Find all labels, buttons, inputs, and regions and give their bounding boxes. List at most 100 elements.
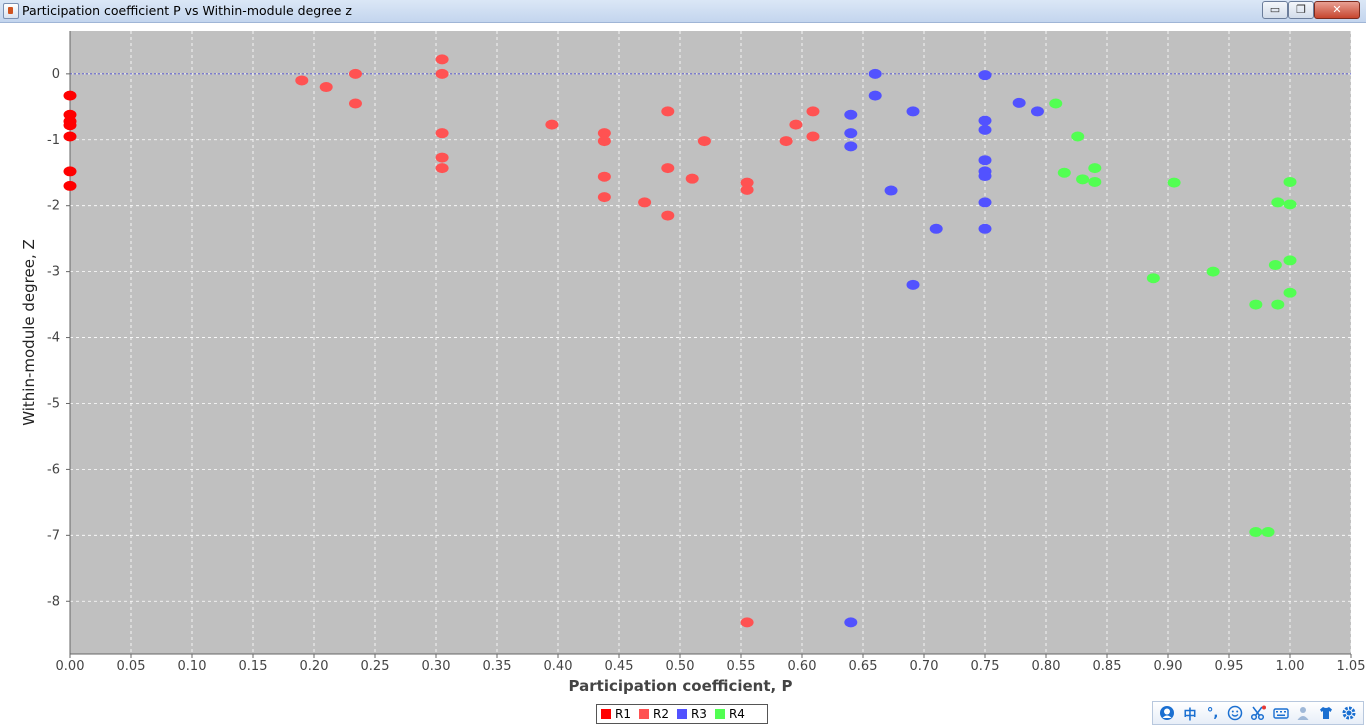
x-tick-label: 0.15 bbox=[239, 659, 268, 674]
data-point-r3 bbox=[978, 70, 992, 81]
data-point-r2 bbox=[806, 131, 820, 142]
data-point-r2 bbox=[435, 68, 449, 79]
legend-swatch bbox=[601, 709, 611, 719]
data-point-r3 bbox=[978, 115, 992, 126]
data-point-r2 bbox=[661, 163, 675, 174]
data-point-r3 bbox=[978, 197, 992, 208]
data-point-r3 bbox=[844, 128, 858, 139]
data-point-r4 bbox=[1283, 287, 1297, 298]
plot-area bbox=[70, 31, 1351, 654]
x-tick-label: 0.35 bbox=[483, 659, 512, 674]
y-tick-label: -3 bbox=[47, 265, 60, 280]
data-point-r3 bbox=[868, 68, 882, 79]
data-point-r3 bbox=[1030, 106, 1044, 117]
data-point-r4 bbox=[1283, 176, 1297, 187]
x-tick-label: 0.85 bbox=[1093, 659, 1122, 674]
legend-label: R4 bbox=[728, 707, 745, 721]
data-point-r2 bbox=[295, 75, 309, 86]
y-tick-label: -6 bbox=[47, 462, 60, 477]
data-point-r1 bbox=[63, 120, 77, 131]
scissors-icon[interactable] bbox=[1249, 704, 1267, 722]
data-point-r2 bbox=[740, 184, 754, 195]
data-point-r4 bbox=[1146, 273, 1160, 284]
x-tick-label: 0.70 bbox=[910, 659, 939, 674]
y-tick-label: -8 bbox=[47, 594, 60, 609]
x-tick-label: 0.60 bbox=[788, 659, 817, 674]
chart-legend: R1 R2 R3 R4 bbox=[596, 704, 768, 724]
x-tick-label: 0.25 bbox=[361, 659, 390, 674]
data-point-r2 bbox=[435, 128, 449, 139]
data-point-r2 bbox=[348, 68, 362, 79]
ime-logo-icon[interactable] bbox=[1158, 704, 1176, 722]
data-point-r2 bbox=[661, 210, 675, 221]
y-tick-label: -4 bbox=[47, 331, 60, 346]
data-point-r4 bbox=[1271, 299, 1285, 310]
legend-label: R3 bbox=[690, 707, 707, 721]
maximize-button[interactable]: ❐ bbox=[1288, 1, 1314, 19]
x-tick-label: 1.05 bbox=[1337, 659, 1366, 674]
data-point-r4 bbox=[1088, 163, 1102, 174]
x-tick-label: 0.30 bbox=[422, 659, 451, 674]
data-point-r4 bbox=[1271, 197, 1285, 208]
data-point-r1 bbox=[63, 131, 77, 142]
x-tick-label: 0.10 bbox=[178, 659, 207, 674]
data-point-r2 bbox=[789, 119, 803, 130]
java-app-icon bbox=[3, 3, 19, 19]
data-point-r3 bbox=[844, 617, 858, 628]
minimize-button[interactable]: ▭ bbox=[1262, 1, 1288, 19]
x-tick-label: 0.50 bbox=[666, 659, 695, 674]
legend-swatch bbox=[676, 709, 687, 719]
y-tick-label: -2 bbox=[47, 199, 60, 214]
data-point-r3 bbox=[978, 171, 992, 182]
data-point-r1 bbox=[63, 90, 77, 101]
x-tick-label: 0.75 bbox=[971, 659, 1000, 674]
data-point-r4 bbox=[1283, 199, 1297, 210]
data-point-r2 bbox=[348, 98, 362, 109]
x-tick-label: 0.20 bbox=[300, 659, 329, 674]
data-point-r2 bbox=[740, 617, 754, 628]
data-point-r4 bbox=[1283, 255, 1297, 266]
x-tick-label: 0.80 bbox=[1032, 659, 1061, 674]
data-point-r4 bbox=[1206, 266, 1220, 277]
skin-shirt-icon[interactable] bbox=[1317, 704, 1335, 722]
data-point-r4 bbox=[1057, 167, 1071, 178]
x-tick-label: 0.40 bbox=[544, 659, 573, 674]
data-point-r2 bbox=[597, 171, 611, 182]
data-point-r2 bbox=[435, 54, 449, 65]
data-point-r3 bbox=[978, 155, 992, 166]
data-point-r4 bbox=[1249, 299, 1263, 310]
ime-toolbar: 中 °, bbox=[1152, 701, 1364, 725]
keyboard-icon[interactable] bbox=[1272, 704, 1290, 722]
data-point-r3 bbox=[868, 90, 882, 101]
x-tick-label: 0.65 bbox=[849, 659, 878, 674]
legend-item-r1: R1 bbox=[601, 707, 631, 721]
data-point-r3 bbox=[978, 124, 992, 135]
data-point-r2 bbox=[779, 136, 793, 147]
punctuation-icon[interactable]: °, bbox=[1206, 705, 1219, 721]
data-point-r3 bbox=[844, 109, 858, 120]
legend-label: R2 bbox=[652, 707, 669, 721]
y-tick-label: -7 bbox=[47, 528, 60, 543]
data-point-r3 bbox=[1012, 97, 1026, 108]
settings-gear-icon[interactable] bbox=[1340, 704, 1358, 722]
chinese-mode-icon[interactable]: 中 bbox=[1183, 707, 1197, 723]
data-point-r2 bbox=[638, 197, 652, 208]
data-point-r4 bbox=[1071, 131, 1085, 142]
data-point-r3 bbox=[978, 223, 992, 234]
user-icon[interactable] bbox=[1294, 704, 1312, 722]
emoji-icon[interactable] bbox=[1226, 704, 1244, 722]
y-tick-label: 0 bbox=[52, 67, 60, 82]
data-point-r1 bbox=[63, 166, 77, 177]
x-axis-title: Participation coefficient, P bbox=[569, 677, 793, 695]
data-point-r2 bbox=[661, 106, 675, 117]
data-point-r3 bbox=[844, 141, 858, 152]
x-tick-label: 0.05 bbox=[117, 659, 146, 674]
data-point-r2 bbox=[435, 163, 449, 174]
data-point-r2 bbox=[685, 173, 699, 184]
close-button[interactable]: ✕ bbox=[1314, 1, 1360, 19]
x-tick-label: 0.45 bbox=[605, 659, 634, 674]
data-point-r4 bbox=[1261, 527, 1275, 538]
data-point-r4 bbox=[1268, 260, 1282, 271]
data-point-r4 bbox=[1049, 98, 1063, 109]
data-point-r1 bbox=[63, 180, 77, 191]
